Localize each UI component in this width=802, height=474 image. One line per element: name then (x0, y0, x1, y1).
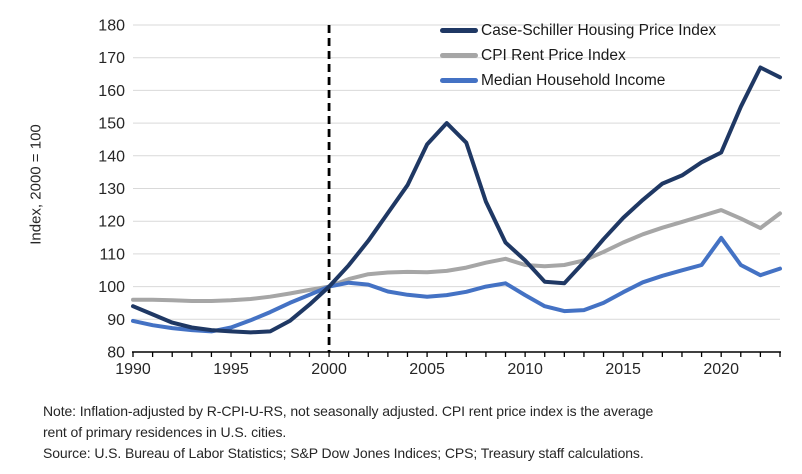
cpi-rent-price-index-line (131, 208, 782, 303)
legend: Case-Schiller Housing Price Index CPI Re… (440, 18, 716, 93)
legend-label: Median Household Income (481, 71, 666, 89)
y-tick-label: 80 (107, 345, 125, 362)
footnote: Note: Inflation-adjusted by R-CPI-U-RS, … (43, 401, 783, 464)
legend-label: Case-Schiller Housing Price Index (481, 21, 717, 39)
legend-item-case-schiller: Case-Schiller Housing Price Index (440, 18, 716, 43)
y-axis-title: Index, 2000 = 100 (27, 124, 45, 245)
x-tick-label: 1995 (213, 361, 249, 378)
y-tick-label: 180 (98, 18, 125, 35)
x-axis (132, 351, 781, 357)
source-line: Source: U.S. Bureau of Labor Statistics;… (43, 445, 644, 461)
y-tick-label: 150 (98, 116, 125, 133)
x-tick-label: 2005 (409, 361, 445, 378)
case-schiller-line-swatch (440, 28, 478, 33)
y-tick-label: 140 (98, 148, 125, 165)
y-tick-label: 90 (107, 312, 125, 329)
series-lines (131, 65, 782, 335)
x-tick-label: 1990 (115, 361, 151, 378)
x-tick-labels: 1990 1995 2000 2005 2010 2015 2020 (115, 361, 739, 378)
y-tick-label: 120 (98, 214, 125, 231)
median-income-line-swatch (440, 78, 478, 83)
y-tick-label: 110 (99, 246, 125, 263)
x-tick-label: 2000 (311, 361, 347, 378)
note-line-1: Note: Inflation-adjusted by R-CPI-U-RS, … (43, 403, 654, 419)
chart-svg: 80 90 100 110 120 130 140 150 160 170 180 1990 1995… (98, 18, 782, 378)
case-schiller-housing-price-index-line (131, 65, 782, 335)
y-tick-label: 130 (98, 181, 125, 198)
note-line-2: rent of primary residences in U.S. citie… (43, 424, 287, 440)
y-tick-label: 170 (98, 50, 125, 67)
y-tick-labels: 80 90 100 110 120 130 140 150 160 170 180 (98, 18, 125, 362)
y-tick-label: 100 (98, 279, 125, 296)
x-tick-label: 2015 (605, 361, 641, 378)
legend-item-median-income: Median Household Income (440, 68, 716, 93)
median-household-income-line (131, 235, 782, 334)
legend-label: CPI Rent Price Index (481, 46, 626, 64)
x-tick-label: 2010 (507, 361, 543, 378)
y-tick-label: 160 (98, 83, 125, 100)
cpi-rent-line-swatch (440, 53, 478, 58)
legend-item-cpi-rent: CPI Rent Price Index (440, 43, 716, 68)
x-tick-label: 2020 (703, 361, 739, 378)
